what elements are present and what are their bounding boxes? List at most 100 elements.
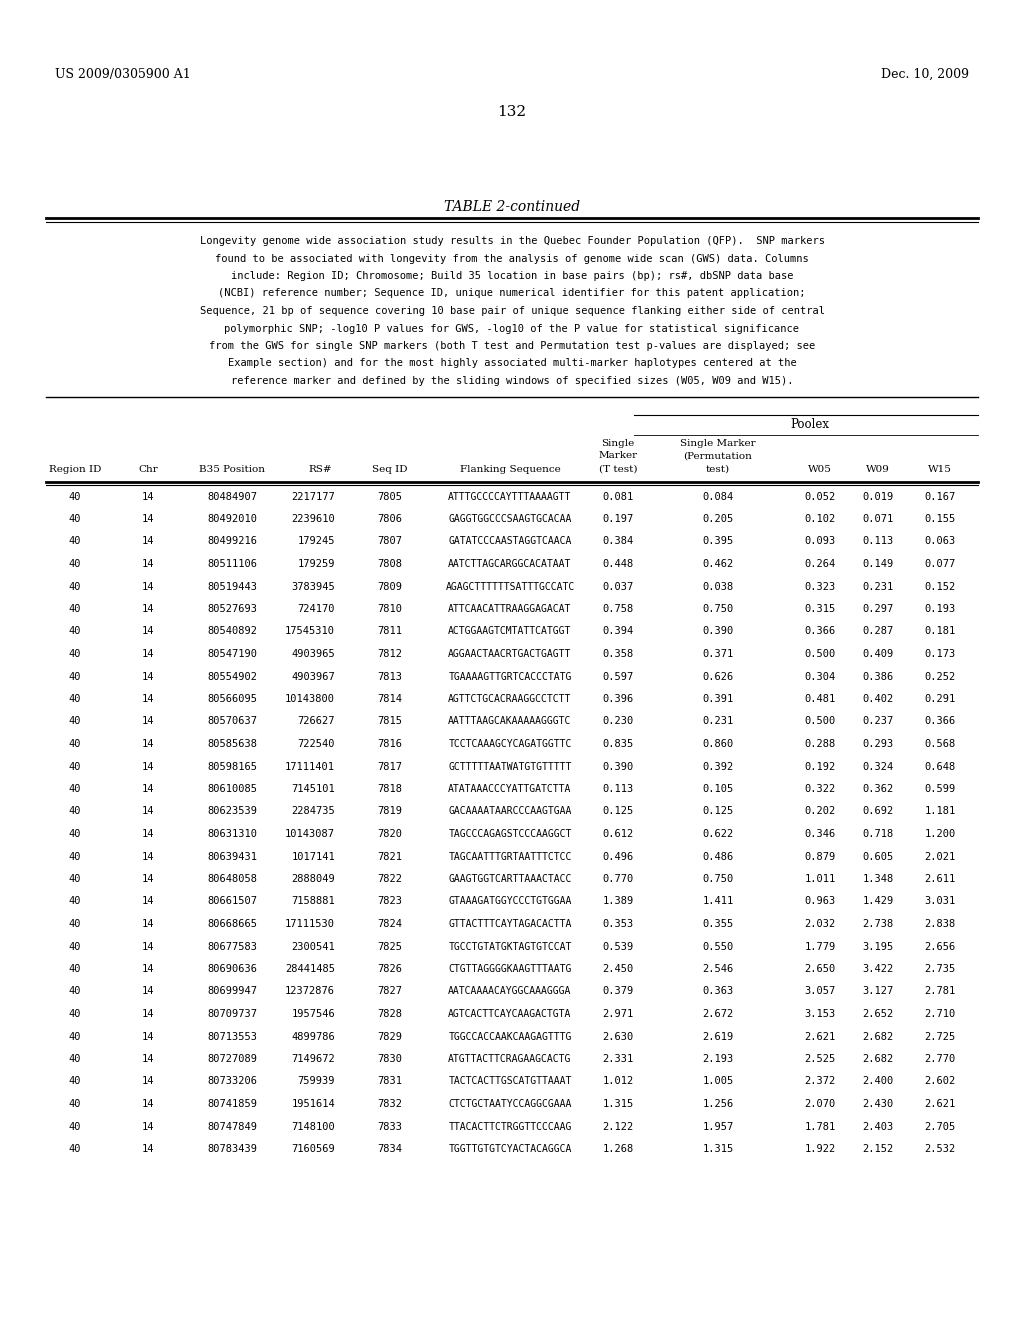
Text: 7832: 7832 (378, 1100, 402, 1109)
Text: 3.127: 3.127 (862, 986, 894, 997)
Text: 759939: 759939 (298, 1077, 335, 1086)
Text: Single: Single (601, 438, 635, 447)
Text: (Permutation: (Permutation (684, 451, 753, 461)
Text: 14: 14 (141, 964, 155, 974)
Text: 1017141: 1017141 (291, 851, 335, 862)
Text: include: Region ID; Chromosome; Build 35 location in base pairs (bp); rs#, dbSNP: include: Region ID; Chromosome; Build 35… (230, 271, 794, 281)
Text: TGAAAAGTTGRTCACCCTATG: TGAAAAGTTGRTCACCCTATG (449, 672, 571, 681)
Text: 7821: 7821 (378, 851, 402, 862)
Text: 1.389: 1.389 (602, 896, 634, 907)
Text: 80783439: 80783439 (207, 1144, 257, 1154)
Text: 0.264: 0.264 (805, 558, 836, 569)
Text: 80492010: 80492010 (207, 513, 257, 524)
Text: 0.155: 0.155 (925, 513, 955, 524)
Text: 80631310: 80631310 (207, 829, 257, 840)
Text: 80661507: 80661507 (207, 896, 257, 907)
Text: 3.195: 3.195 (862, 941, 894, 952)
Text: 2.682: 2.682 (862, 1053, 894, 1064)
Text: 726627: 726627 (298, 717, 335, 726)
Text: 1.315: 1.315 (602, 1100, 634, 1109)
Text: 0.860: 0.860 (702, 739, 733, 748)
Text: 0.599: 0.599 (925, 784, 955, 795)
Text: 1.005: 1.005 (702, 1077, 733, 1086)
Text: 80610085: 80610085 (207, 784, 257, 795)
Text: 0.291: 0.291 (925, 694, 955, 704)
Text: 0.379: 0.379 (602, 986, 634, 997)
Text: 80547190: 80547190 (207, 649, 257, 659)
Text: 14: 14 (141, 1053, 155, 1064)
Text: 0.500: 0.500 (805, 649, 836, 659)
Text: 2888049: 2888049 (291, 874, 335, 884)
Text: 2.735: 2.735 (925, 964, 955, 974)
Text: 7807: 7807 (378, 536, 402, 546)
Text: 2300541: 2300541 (291, 941, 335, 952)
Text: 80519443: 80519443 (207, 582, 257, 591)
Text: 2.770: 2.770 (925, 1053, 955, 1064)
Text: 14: 14 (141, 694, 155, 704)
Text: 80639431: 80639431 (207, 851, 257, 862)
Text: 7810: 7810 (378, 605, 402, 614)
Text: 0.358: 0.358 (602, 649, 634, 659)
Text: 80623539: 80623539 (207, 807, 257, 817)
Text: 80690636: 80690636 (207, 964, 257, 974)
Text: 2.738: 2.738 (862, 919, 894, 929)
Text: GCTTTTTAATWATGTGTTTTT: GCTTTTTAATWATGTGTTTTT (449, 762, 571, 771)
Text: 2.400: 2.400 (862, 1077, 894, 1086)
Text: 40: 40 (69, 1077, 81, 1086)
Text: Poolex: Poolex (791, 417, 829, 430)
Text: GTTACTTTCAYTAGACACTTA: GTTACTTTCAYTAGACACTTA (449, 919, 571, 929)
Text: 2.450: 2.450 (602, 964, 634, 974)
Text: 7811: 7811 (378, 627, 402, 636)
Text: TACTCACTTGSCATGTTAAAT: TACTCACTTGSCATGTTAAAT (449, 1077, 571, 1086)
Text: 2.070: 2.070 (805, 1100, 836, 1109)
Text: 0.202: 0.202 (805, 807, 836, 817)
Text: 14: 14 (141, 1008, 155, 1019)
Text: Longevity genome wide association study results in the Quebec Founder Population: Longevity genome wide association study … (200, 236, 824, 246)
Text: 14: 14 (141, 874, 155, 884)
Text: 40: 40 (69, 1053, 81, 1064)
Text: 14: 14 (141, 851, 155, 862)
Text: 0.390: 0.390 (702, 627, 733, 636)
Text: 2239610: 2239610 (291, 513, 335, 524)
Text: 0.113: 0.113 (602, 784, 634, 795)
Text: 2.403: 2.403 (862, 1122, 894, 1131)
Text: 14: 14 (141, 829, 155, 840)
Text: 0.758: 0.758 (602, 605, 634, 614)
Text: 7819: 7819 (378, 807, 402, 817)
Text: 40: 40 (69, 1122, 81, 1131)
Text: 40: 40 (69, 1144, 81, 1154)
Text: 0.231: 0.231 (702, 717, 733, 726)
Text: ACTGGAAGTCMTATTCATGGT: ACTGGAAGTCMTATTCATGGT (449, 627, 571, 636)
Text: 7158881: 7158881 (291, 896, 335, 907)
Text: (T test): (T test) (599, 465, 637, 474)
Text: 10143800: 10143800 (285, 694, 335, 704)
Text: GATATCCCAASTAGGTCAACA: GATATCCCAASTAGGTCAACA (449, 536, 571, 546)
Text: 14: 14 (141, 1077, 155, 1086)
Text: 1.268: 1.268 (602, 1144, 634, 1154)
Text: 7816: 7816 (378, 739, 402, 748)
Text: 7827: 7827 (378, 986, 402, 997)
Text: 14: 14 (141, 649, 155, 659)
Text: 40: 40 (69, 1008, 81, 1019)
Text: 7826: 7826 (378, 964, 402, 974)
Text: 40: 40 (69, 536, 81, 546)
Text: 17111401: 17111401 (285, 762, 335, 771)
Text: W15: W15 (928, 465, 952, 474)
Text: 14: 14 (141, 784, 155, 795)
Text: 14: 14 (141, 919, 155, 929)
Text: 7829: 7829 (378, 1031, 402, 1041)
Text: 0.205: 0.205 (702, 513, 733, 524)
Text: 724170: 724170 (298, 605, 335, 614)
Text: 0.084: 0.084 (702, 491, 733, 502)
Text: GAAGTGGTCARTTAAACTACC: GAAGTGGTCARTTAAACTACC (449, 874, 571, 884)
Text: 0.550: 0.550 (702, 941, 733, 952)
Text: 0.391: 0.391 (702, 694, 733, 704)
Text: 0.390: 0.390 (602, 762, 634, 771)
Text: 40: 40 (69, 1100, 81, 1109)
Text: 14: 14 (141, 1122, 155, 1131)
Text: 0.770: 0.770 (602, 874, 634, 884)
Text: 40: 40 (69, 762, 81, 771)
Text: 0.192: 0.192 (805, 762, 836, 771)
Text: 0.323: 0.323 (805, 582, 836, 591)
Text: 0.362: 0.362 (862, 784, 894, 795)
